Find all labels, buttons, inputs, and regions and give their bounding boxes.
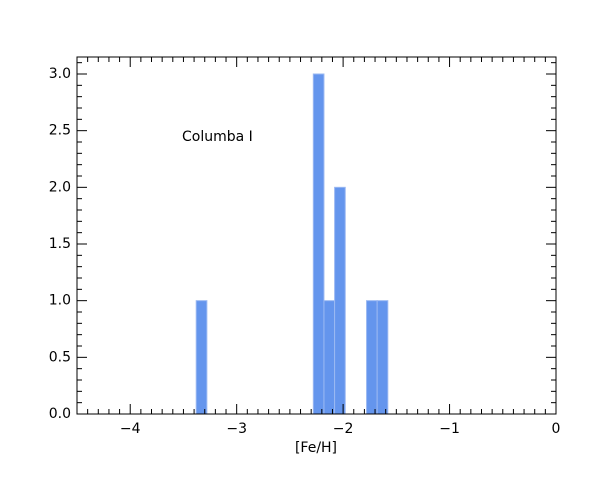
x-axis-label: [Fe/H]	[295, 440, 337, 456]
x-tick-label: 0	[552, 421, 561, 437]
y-tick-label: 0.5	[49, 349, 71, 365]
y-tick-label: 0.0	[49, 406, 71, 422]
x-tick-label: −1	[439, 421, 460, 437]
annotation: Columba I	[182, 129, 253, 145]
x-tick-label: −3	[226, 421, 247, 437]
y-tick-label: 1.5	[49, 236, 71, 252]
y-tick-label: 3.0	[49, 66, 71, 82]
y-tick-label: 2.5	[49, 123, 71, 139]
x-tick-label: −2	[333, 421, 354, 437]
bar	[334, 186, 346, 415]
plot-frame	[76, 56, 557, 415]
bar	[366, 300, 378, 415]
bar	[195, 300, 208, 415]
bar	[323, 300, 336, 415]
bar	[376, 300, 389, 415]
y-tick-label: 1.0	[49, 293, 71, 309]
x-tick-label: −4	[120, 421, 141, 437]
bar	[312, 73, 325, 415]
y-tick-label: 2.0	[49, 179, 71, 195]
